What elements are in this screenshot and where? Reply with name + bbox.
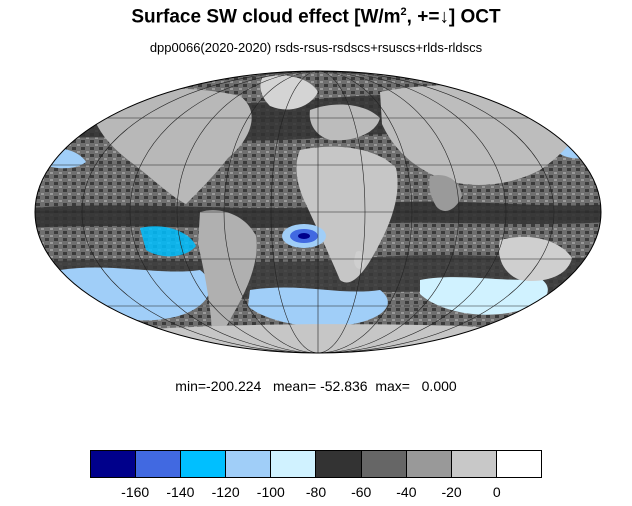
colorbar-tick-label: -20 (441, 484, 462, 500)
landmass-greenland (260, 75, 318, 110)
map-body (35, 71, 601, 353)
colorbar-tick-label: -140 (166, 484, 195, 500)
min-value: -200.224 (206, 378, 262, 394)
title-tail: , +=↓] OCT (406, 6, 501, 28)
max-label: max= (375, 378, 410, 394)
colorbar-swatch (91, 451, 137, 477)
mean-label: mean= (272, 378, 317, 394)
title-main: Surface SW cloud effect [W/m (131, 6, 401, 28)
sw-effect-patch-arctic-east (560, 138, 598, 159)
colorbar-swatch (136, 451, 182, 477)
min-label: min= (175, 378, 207, 394)
mean-value: -52.836 (320, 378, 368, 394)
title-superscript: 2 (400, 6, 407, 18)
sw-effect-patch-south-pacific (60, 267, 210, 321)
colorbar (90, 450, 542, 478)
colorbar-tick-label: -160 (121, 484, 150, 500)
sw-effect-patch-south-indian (420, 277, 548, 315)
landmass-europe (309, 104, 380, 141)
colorbar-swatch (181, 451, 227, 477)
colorbar-tick-label: -80 (305, 484, 327, 500)
max-value: 0.000 (421, 378, 457, 394)
colorbar-swatch (271, 451, 317, 477)
statistics-line: min=-200.224 mean= -52.836 max= 0.000 (0, 378, 632, 394)
colorbar-swatch (451, 451, 497, 477)
landmass-antarctica (35, 324, 601, 353)
sw-effect-core-center (298, 233, 310, 239)
colorbar-swatch (406, 451, 452, 477)
colorbar-tick-label: 0 (492, 484, 501, 500)
colorbar-tick-label: -40 (396, 484, 417, 500)
landmass-india (429, 174, 462, 211)
subtitle: dpp0066(2020-2020) rsds-rsus-rsdscs+rsus… (149, 40, 483, 55)
colorbar-swatch (226, 451, 272, 477)
colorbar-tick-label: -120 (211, 484, 240, 500)
landmass-north-america (90, 88, 252, 204)
page-title: Surface SW cloud effect [W/m2, +=↓] OCT (0, 6, 632, 28)
landmass-africa (296, 146, 398, 283)
graticule (35, 71, 601, 353)
colorbar-swatch (316, 451, 362, 477)
globe-outline (34, 70, 602, 354)
colorbar-tick-label: -100 (256, 484, 285, 500)
landmass-south-america (198, 210, 257, 335)
colorbar-tick-label: -60 (351, 484, 372, 500)
colorbar-swatch (361, 451, 407, 477)
colorbar-swatch (496, 451, 541, 477)
